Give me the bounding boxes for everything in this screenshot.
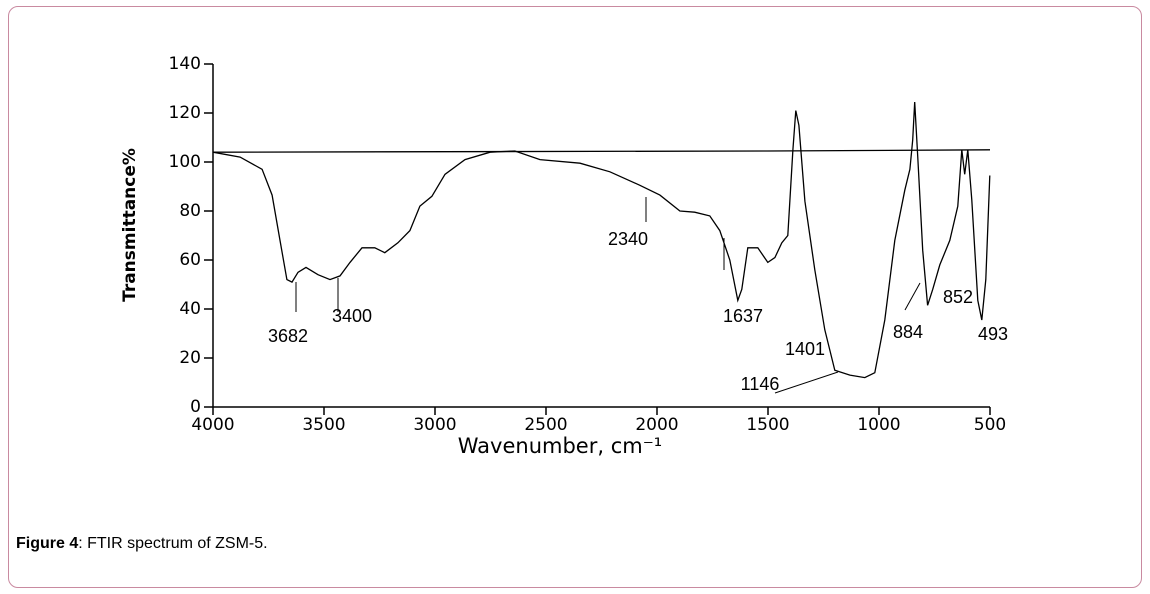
peak-annotation: 493: [978, 324, 1008, 344]
x-tick-label: 3000: [413, 415, 456, 435]
x-axis-label: Wavenumber, cm⁻¹: [458, 434, 662, 458]
y-tick-label: 40: [179, 299, 201, 319]
y-tick-label: 120: [169, 103, 201, 123]
x-tick-label: 500: [974, 415, 1006, 435]
x-tick-label: 3500: [302, 415, 345, 435]
peak-annotation: 1146: [741, 374, 780, 394]
annotation-leader: [904, 282, 921, 311]
y-tick-label: 140: [169, 54, 201, 74]
y-tick-label: 60: [179, 250, 201, 270]
peak-annotation: 3682: [268, 326, 308, 346]
peak-annotation: 884: [893, 322, 923, 342]
spectrum-line: [212, 149, 991, 153]
y-axis-label: Transmittance%: [120, 148, 140, 302]
y-tick-label: 100: [169, 152, 201, 172]
x-tick-label: 1000: [857, 415, 900, 435]
peak-annotation: 1401: [785, 339, 825, 359]
caption: Figure 4: FTIR spectrum of ZSM-5.: [16, 535, 268, 553]
caption-label: Figure 4: [16, 535, 79, 552]
caption-text: : FTIR spectrum of ZSM-5.: [78, 535, 268, 552]
annotation-leader: [774, 371, 839, 394]
y-tick-label: 20: [179, 348, 201, 368]
x-tick-label: 4000: [191, 415, 234, 435]
figure-frame: [8, 6, 1142, 588]
y-tick-label: 80: [179, 201, 201, 221]
x-tick-label: 2000: [635, 415, 678, 435]
y-tick-label: 0: [190, 397, 201, 417]
spectrum-line: [212, 101, 991, 379]
peak-annotation: 3400: [332, 306, 372, 326]
peak-annotation: 1637: [723, 306, 763, 326]
x-tick-label: 1500: [746, 415, 789, 435]
peak-annotation: 852: [943, 287, 973, 307]
x-tick-label: 2500: [524, 415, 567, 435]
peak-annotation: 2340: [608, 229, 648, 249]
